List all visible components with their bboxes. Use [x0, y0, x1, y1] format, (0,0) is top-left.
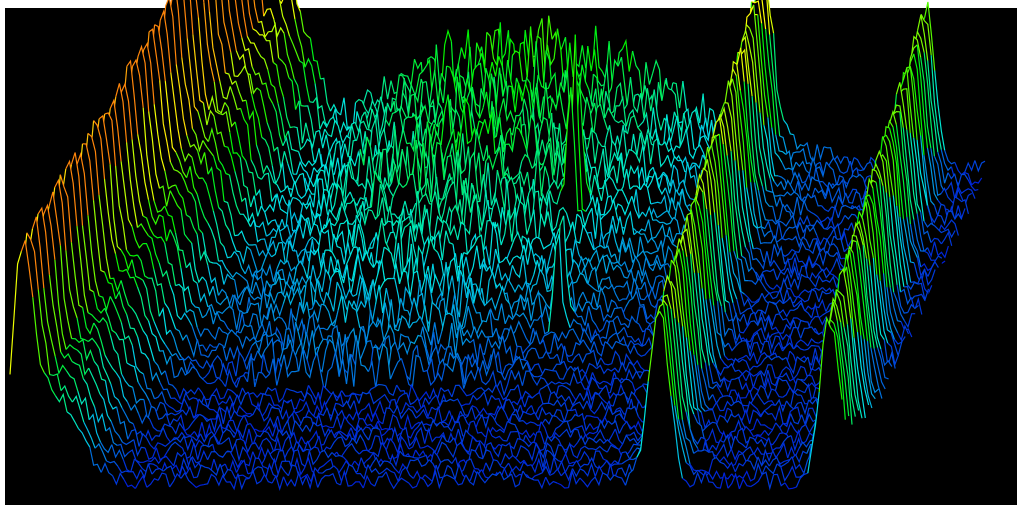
screenshot — [0, 0, 1022, 511]
waterfall-plot — [0, 0, 1022, 511]
